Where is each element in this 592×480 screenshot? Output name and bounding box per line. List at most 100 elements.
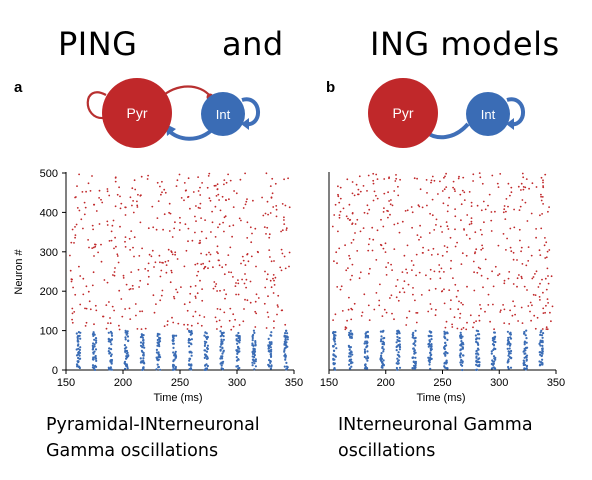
pyr-spike <box>468 237 471 240</box>
int-spike <box>236 349 239 352</box>
int-spike <box>171 342 175 345</box>
pyr-spike <box>254 227 257 230</box>
pyr-spike <box>431 175 434 178</box>
pyr-spike <box>550 320 552 323</box>
int-spike <box>459 353 462 356</box>
pyr-spike <box>384 242 387 245</box>
int-spike <box>204 342 207 345</box>
pyr-spike <box>442 202 445 205</box>
panel-b-diagram: b Pyr Int <box>326 78 525 148</box>
int-spike <box>380 352 383 355</box>
int-spike <box>156 341 159 344</box>
pyr-spike <box>180 197 183 199</box>
pyr-spike <box>147 275 150 278</box>
int-spike <box>443 346 446 349</box>
int-spike <box>125 349 129 353</box>
pyr-spike <box>357 188 360 191</box>
pyr-spike <box>147 227 150 230</box>
int-spike <box>477 360 480 363</box>
int-spike <box>539 353 542 356</box>
pyr-spike <box>484 208 487 211</box>
int-spike <box>174 356 177 359</box>
pyr-spike <box>176 291 179 294</box>
pyr-spike <box>331 225 334 228</box>
pyr-spike <box>459 312 462 315</box>
pyr-spike <box>128 288 131 291</box>
pyr-spike <box>349 278 352 281</box>
int-spike <box>109 368 113 371</box>
pyr-spike <box>267 316 270 318</box>
pyr-spike <box>98 189 101 192</box>
pyr-spike <box>106 224 109 226</box>
int-spike <box>251 342 254 345</box>
pyr-spike <box>214 205 217 208</box>
pyr-spike <box>516 259 518 261</box>
pyr-spike <box>276 313 278 316</box>
pyr-spike <box>393 248 396 251</box>
int-spike <box>349 329 352 332</box>
pyr-spike <box>91 224 94 227</box>
pyr-spike <box>84 307 86 310</box>
pyr-spike <box>444 175 446 178</box>
pyr-spike <box>223 230 225 233</box>
int-spike <box>523 330 526 334</box>
pyr-spike <box>242 207 245 209</box>
pyr-spike <box>136 204 139 207</box>
int-spike <box>430 335 433 338</box>
pyr-spike <box>385 266 387 269</box>
pyr-spike <box>525 178 528 181</box>
pyr-spike <box>228 271 230 273</box>
int-spike <box>267 337 270 340</box>
int-spike <box>93 343 96 346</box>
pyr-spike <box>162 228 165 231</box>
pyr-spike <box>488 193 491 196</box>
title-ing-models: ING models <box>370 25 560 63</box>
int-spike <box>141 336 144 339</box>
pyr-spike <box>548 206 550 209</box>
caption-ing-line2: oscillations <box>338 441 436 461</box>
pyr-spike <box>394 180 397 182</box>
int-spike <box>397 359 400 362</box>
pyr-spike <box>270 286 273 289</box>
int-spike <box>284 358 287 361</box>
int-spike <box>158 337 161 340</box>
pyr-spike <box>176 179 179 182</box>
pyr-spike <box>449 267 452 270</box>
x-tick-label: 350 <box>547 377 565 389</box>
pyr-spike <box>187 177 190 180</box>
pyr-spike <box>542 291 544 294</box>
int-spike <box>188 345 191 348</box>
int-spike <box>396 357 399 360</box>
int-spike <box>143 346 146 349</box>
pyr-spike <box>545 304 547 307</box>
pyr-spike <box>229 307 232 310</box>
pyr-spike <box>344 328 347 331</box>
pyr-spike <box>415 274 417 277</box>
int-spike <box>107 340 110 343</box>
int-spike <box>351 361 354 364</box>
pyr-spike <box>122 274 125 277</box>
pyr-spike <box>447 228 450 230</box>
pyr-spike <box>269 279 272 282</box>
pyr-spike <box>482 200 485 203</box>
pyr-spike <box>397 185 399 188</box>
pyr-spike <box>547 302 549 304</box>
int-spike <box>414 340 417 343</box>
pyr-spike <box>478 319 481 322</box>
pyr-spike <box>148 253 151 256</box>
pyr-spike <box>107 322 109 324</box>
pyr-spike <box>172 321 175 324</box>
int-spike <box>540 354 543 358</box>
caption-ing: INterneuronal Gamma oscillations <box>338 412 578 464</box>
int-spike <box>94 356 97 359</box>
pyr-spike <box>207 267 209 270</box>
int-spike <box>235 356 238 359</box>
int-spike <box>364 336 367 339</box>
pyr-spike <box>183 265 186 268</box>
pyr-spike <box>269 185 272 188</box>
pyr-spike <box>232 325 235 328</box>
pyr-spike <box>460 263 463 265</box>
int-spike <box>235 359 239 362</box>
int-spike <box>158 355 161 358</box>
int-spike <box>475 356 478 359</box>
